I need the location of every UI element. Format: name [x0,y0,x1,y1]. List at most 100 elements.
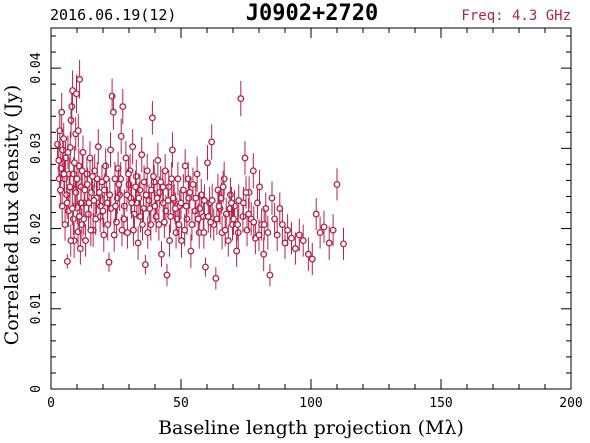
data-point [295,218,303,252]
point-marker [73,90,80,98]
data-point [142,178,150,212]
observation-date-label: 2016.06.19(12) [50,6,176,24]
data-point [241,141,249,175]
data-point [139,208,146,241]
point-marker [63,199,71,207]
x-tick-label: 100 [299,396,322,411]
data-point [147,208,155,241]
point-marker [136,213,144,220]
point-marker [281,239,289,247]
point-marker [75,213,83,220]
point-marker [284,226,292,234]
point-marker [56,186,64,194]
point-marker [154,156,162,164]
data-point [60,157,68,191]
point-marker [181,226,189,234]
data-point [304,237,312,272]
data-point [138,137,146,173]
data-point [78,153,86,188]
data-point [201,257,209,277]
point-marker [192,194,200,202]
point-marker [220,175,228,183]
data-point [68,88,76,126]
data-point [157,165,165,199]
data-point [86,141,94,175]
data-point [167,200,175,233]
data-point [245,198,253,231]
point-marker [230,215,237,223]
axis-ticks [50,28,572,390]
data-point [333,168,341,201]
point-marker [163,271,171,279]
point-marker [325,239,333,247]
data-point [166,224,174,257]
data-point [288,222,295,255]
point-marker [76,75,84,83]
point-marker [166,237,174,245]
point-marker [122,154,130,162]
point-marker [222,210,230,218]
point-marker [139,221,146,228]
data-point [262,192,270,225]
y-tick-label: 0 [29,385,44,393]
data-point [153,182,161,215]
point-marker [95,189,103,196]
point-marker [253,199,261,207]
data-point [128,186,136,219]
data-point [55,142,63,179]
point-marker [119,103,127,111]
data-point [188,208,196,241]
point-marker [63,257,71,265]
point-marker [118,226,126,234]
point-marker [70,170,78,178]
data-point [242,176,250,209]
data-point [177,186,185,219]
point-marker [188,221,196,228]
data-point [135,182,143,215]
point-marker [239,199,247,207]
data-point [119,88,127,125]
point-marker [201,263,209,271]
data-point [134,226,142,260]
data-point [122,141,130,175]
data-point [187,234,195,268]
data-point [106,178,114,211]
data-point [155,208,163,241]
point-marker [60,135,68,143]
y-tick-label: 0.03 [29,133,44,164]
point-marker [255,231,263,239]
point-marker [156,189,164,196]
point-marker [276,205,284,212]
point-marker [208,138,216,146]
data-point [320,210,328,243]
data-point [234,216,242,249]
data-point [74,113,82,148]
point-marker [340,240,347,248]
axis-tick-labels: 0 50 100 150 200 0 0.01 0.02 0.03 0.04 [29,52,583,411]
data-point [160,206,168,239]
point-marker [208,197,216,204]
data-point [284,214,292,247]
data-point [58,92,66,132]
data-point [85,186,93,219]
point-marker [185,194,193,202]
point-marker [149,172,157,180]
data-point [168,161,176,196]
data-point [99,194,107,227]
point-marker [73,175,81,183]
point-marker [288,234,295,242]
data-point [74,214,82,249]
point-marker [94,143,102,151]
data-point [66,170,74,203]
data-point [80,202,88,235]
data-point [312,198,320,231]
data-point [118,214,126,247]
point-marker [299,237,307,245]
data-point [104,208,112,241]
point-marker [55,175,63,183]
point-marker [128,199,136,207]
data-point [181,149,189,183]
point-marker [264,229,272,237]
point-marker [207,218,215,226]
data-point [148,101,156,135]
